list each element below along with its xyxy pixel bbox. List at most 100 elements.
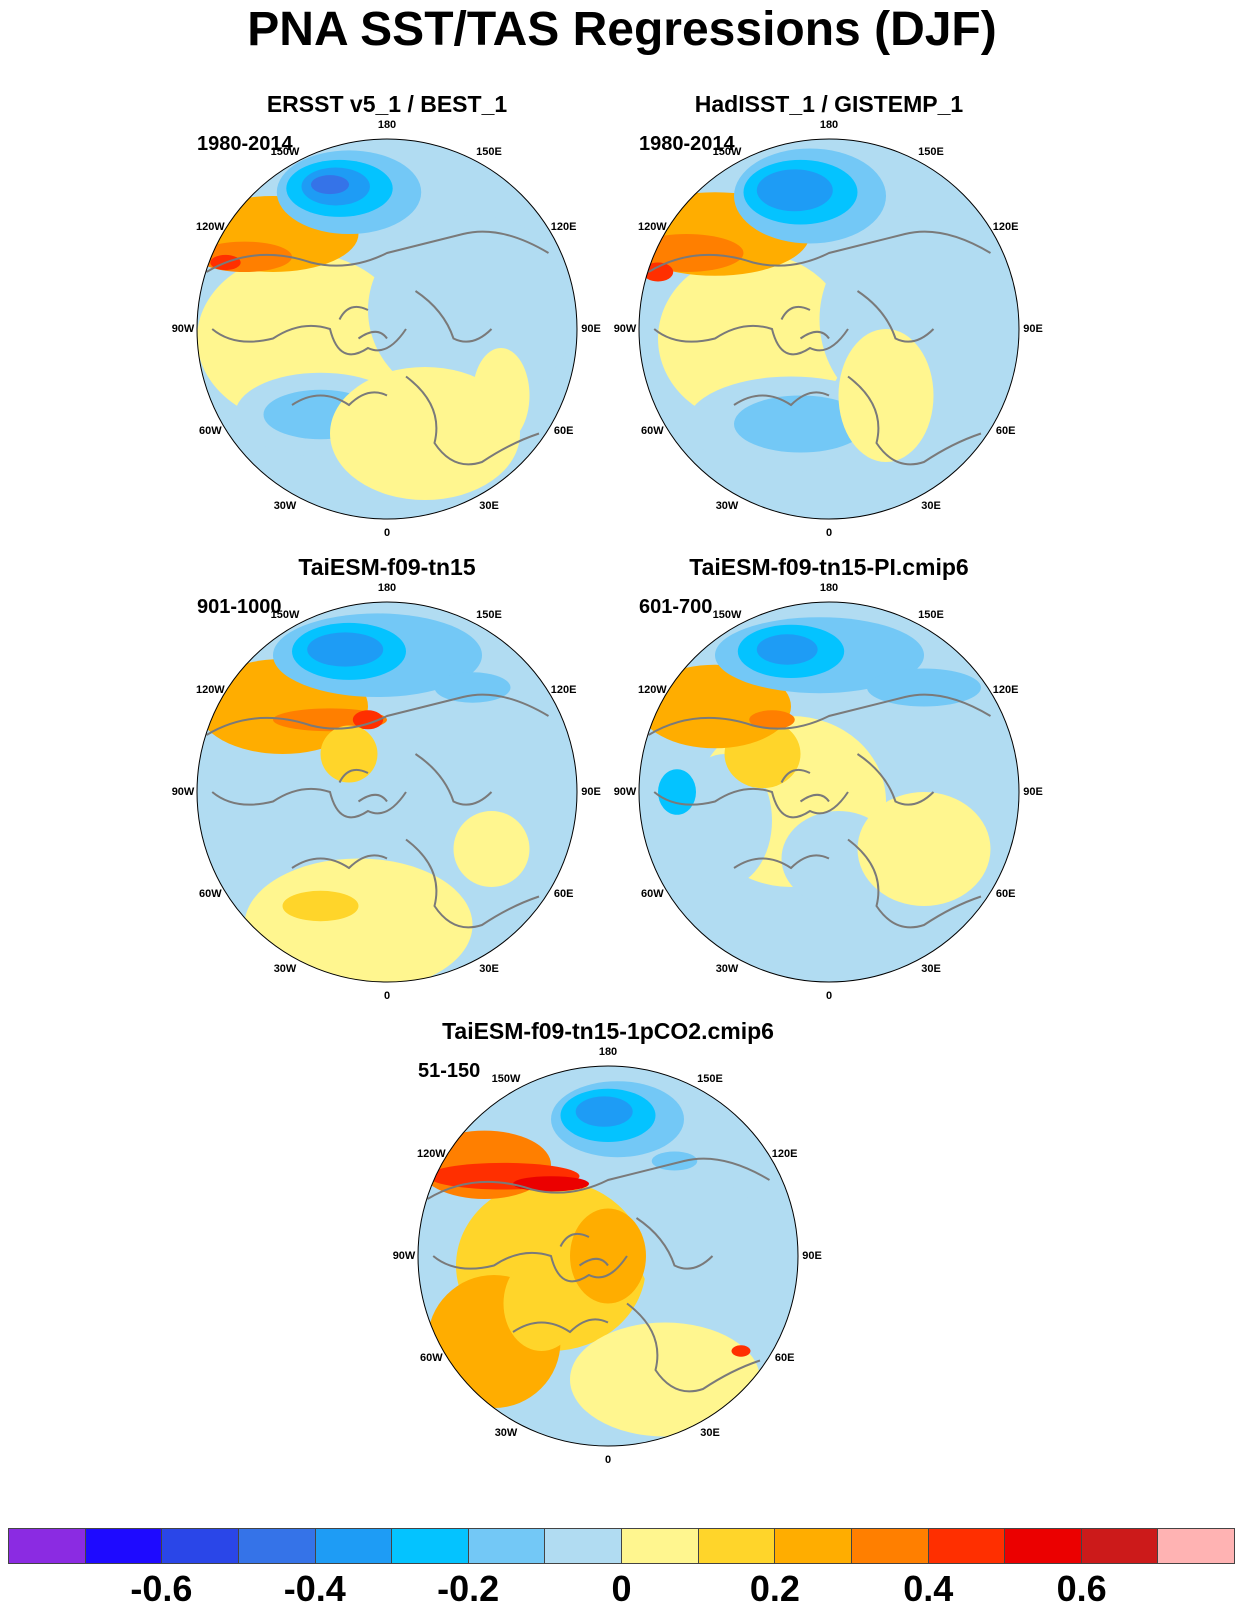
coastline	[626, 1302, 761, 1393]
coastline	[780, 305, 830, 340]
longitude-label: 60E	[553, 888, 574, 900]
field-contour	[658, 769, 696, 815]
colorbar-box	[468, 1529, 546, 1563]
coastline	[291, 854, 388, 870]
longitude-label: 150W	[270, 609, 300, 622]
panel-period: 901-1000	[197, 596, 282, 618]
coastline	[856, 290, 935, 343]
colorbar-box	[775, 1529, 852, 1563]
longitude-label: 30E	[479, 499, 499, 512]
longitude-label: 120W	[416, 1148, 446, 1160]
coastline	[733, 391, 830, 407]
polar-map	[196, 138, 578, 520]
field-contour	[575, 1096, 633, 1127]
panel-period: 1980-2014	[639, 133, 735, 155]
field-contour	[838, 329, 934, 462]
colorbar-tick-label: -0.6	[130, 1568, 193, 1609]
longitude-label: 90E	[1023, 786, 1043, 798]
coastline	[512, 1318, 609, 1334]
longitude-label: 0	[604, 1454, 612, 1466]
colorbar-tick-label: 0.4	[903, 1568, 954, 1609]
field-contour	[867, 668, 981, 707]
longitude-label: 90E	[581, 786, 601, 798]
longitude-label: 150E	[476, 609, 502, 622]
colorbar-box	[85, 1529, 163, 1563]
map-border	[417, 1065, 799, 1447]
coastline	[414, 290, 493, 343]
colorbar-box	[622, 1529, 699, 1563]
field-contour	[453, 811, 530, 887]
longitude-label: 30W	[715, 499, 739, 512]
colorbar-tick-label: -0.4	[283, 1568, 346, 1609]
panel-title: HadISST_1 / GISTEMP_1	[694, 91, 964, 117]
longitude-label: 150W	[712, 609, 742, 622]
field-contour	[434, 672, 511, 703]
longitude-label: 180	[598, 1046, 618, 1058]
longitude-label: 90E	[1023, 323, 1043, 335]
coastline	[291, 391, 388, 407]
longitude-label: 120E	[550, 221, 577, 233]
figure-title: PNA SST/TAS Regressions (DJF)	[247, 3, 997, 56]
longitude-label: 120E	[550, 684, 577, 696]
longitude-label: 120W	[637, 221, 667, 233]
colorbar-box	[1081, 1529, 1159, 1563]
longitude-label: 0	[383, 990, 391, 1002]
coastline	[635, 1217, 714, 1270]
longitude-label: 30E	[921, 499, 941, 512]
map-border	[196, 138, 578, 520]
colorbar-box	[162, 1529, 239, 1563]
longitude-label: 120E	[992, 684, 1019, 696]
longitude-label: 150W	[712, 146, 742, 159]
map-border	[196, 601, 578, 983]
panel-title: TaiESM-f09-tn15-PI.cmip6	[689, 554, 969, 580]
coastline	[414, 753, 493, 806]
polar-map	[196, 601, 578, 983]
field-contour	[352, 710, 384, 730]
field-contour	[406, 687, 577, 859]
coastline	[405, 375, 540, 466]
longitude-label: 150E	[476, 146, 502, 159]
field-contour	[503, 1256, 580, 1351]
coastline	[432, 1251, 628, 1283]
field-contour	[756, 169, 833, 212]
coastline	[211, 787, 407, 819]
coastline	[653, 324, 849, 356]
coastline	[647, 693, 992, 736]
coastline	[780, 768, 830, 803]
map-border	[638, 138, 1020, 520]
field-contour	[731, 1345, 751, 1357]
longitude-label: 120W	[637, 684, 667, 696]
panel-title: TaiESM-f09-tn15-1pCO2.cmip6	[442, 1018, 774, 1044]
longitude-label: 90E	[581, 323, 601, 335]
colorbar-box	[315, 1529, 393, 1563]
longitude-label: 90W	[171, 323, 195, 335]
longitude-label: 90W	[613, 323, 637, 335]
coastline	[426, 1157, 771, 1200]
longitude-label: 60W	[199, 425, 222, 437]
longitude-label: 180	[819, 119, 839, 131]
colorbar-box	[9, 1529, 86, 1563]
colorbar-box	[238, 1529, 316, 1563]
field-contour	[513, 1176, 589, 1192]
longitude-label: 60W	[199, 888, 222, 900]
colorbar-box	[1158, 1529, 1234, 1563]
field-contour	[677, 754, 772, 887]
panel-period: 1980-2014	[197, 133, 293, 155]
field-contour	[636, 1180, 770, 1313]
coastline	[559, 1232, 609, 1267]
field-contour	[749, 710, 795, 730]
panel-title: ERSST v5_1 / BEST_1	[266, 91, 508, 117]
coastline	[647, 230, 992, 273]
longitude-label: 60E	[995, 425, 1016, 437]
longitude-label: 120E	[771, 1148, 798, 1160]
longitude-label: 150W	[270, 146, 300, 159]
longitude-label: 30W	[273, 499, 297, 512]
longitude-label: 60W	[641, 888, 664, 900]
panel-period: 51-150	[418, 1060, 481, 1082]
coastline	[205, 693, 550, 736]
colorbar-box	[392, 1529, 469, 1563]
coastline	[847, 375, 982, 466]
longitude-label: 0	[825, 990, 833, 1002]
longitude-label: 30E	[700, 1426, 720, 1439]
longitude-label: 60W	[420, 1352, 443, 1364]
